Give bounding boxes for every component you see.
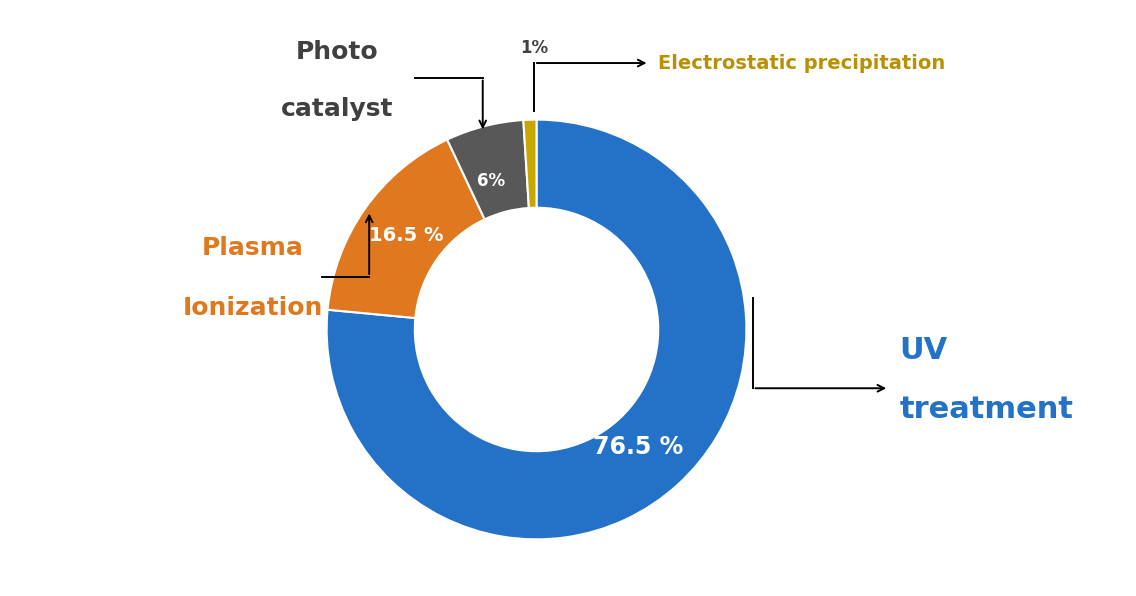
Wedge shape <box>448 120 529 219</box>
Text: treatment: treatment <box>900 395 1074 424</box>
Text: 6%: 6% <box>477 172 506 190</box>
Text: UV: UV <box>900 336 947 365</box>
Wedge shape <box>327 139 485 318</box>
Text: Ionization: Ionization <box>183 296 324 321</box>
Text: Photo: Photo <box>295 41 378 64</box>
Text: Plasma: Plasma <box>202 235 304 260</box>
Wedge shape <box>524 120 536 208</box>
Text: 1%: 1% <box>520 39 548 57</box>
Wedge shape <box>327 120 746 539</box>
Text: Electrostatic precipitation: Electrostatic precipitation <box>658 54 945 73</box>
Text: 16.5 %: 16.5 % <box>369 226 444 244</box>
Text: catalyst: catalyst <box>281 97 393 121</box>
Text: 76.5 %: 76.5 % <box>593 435 684 459</box>
